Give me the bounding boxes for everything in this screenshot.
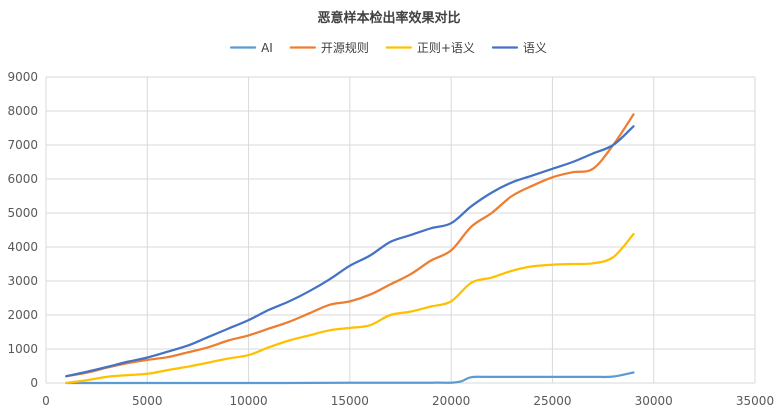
series-lines [65,113,635,385]
legend-label: 正则+语义 [417,41,475,55]
grid-lines [45,76,756,384]
x-axis-ticks: 0 5000 10000 15000 20000 25000 30000 35000 [42,394,774,408]
y-tick-label: 8000 [7,104,38,118]
x-tick-label: 20000 [432,394,470,408]
legend-label: 开源规则 [321,40,369,55]
series-line-2 [65,113,635,378]
y-tick-label: 4000 [7,240,38,254]
series-line-4 [65,125,635,378]
y-tick-label: 7000 [7,138,38,152]
x-tick-label: 35000 [736,394,774,408]
y-tick-label: 0 [30,376,38,390]
series-line-3 [65,232,635,385]
x-tick-label: 0 [42,394,50,408]
x-tick-label: 30000 [635,394,673,408]
legend-label: AI [261,41,273,55]
y-axis-ticks: 0 1000 2000 3000 4000 5000 6000 7000 8000 9000 [7,70,38,390]
x-tick-label: 15000 [331,394,369,408]
y-tick-label: 1000 [7,342,38,356]
y-tick-label: 3000 [7,274,38,288]
y-tick-label: 6000 [7,172,38,186]
legend: AI 开源规则 正则+语义 语义 [229,40,547,55]
legend-label: 语义 [523,41,547,55]
y-tick-label: 5000 [7,206,38,220]
chart-title: 恶意样本检出率效果对比 [317,10,460,26]
y-tick-label: 9000 [7,70,38,84]
series-line-1 [65,371,635,385]
y-tick-label: 2000 [7,308,38,322]
x-tick-label: 25000 [533,394,571,408]
x-tick-label: 5000 [132,394,163,408]
x-tick-label: 10000 [229,394,267,408]
